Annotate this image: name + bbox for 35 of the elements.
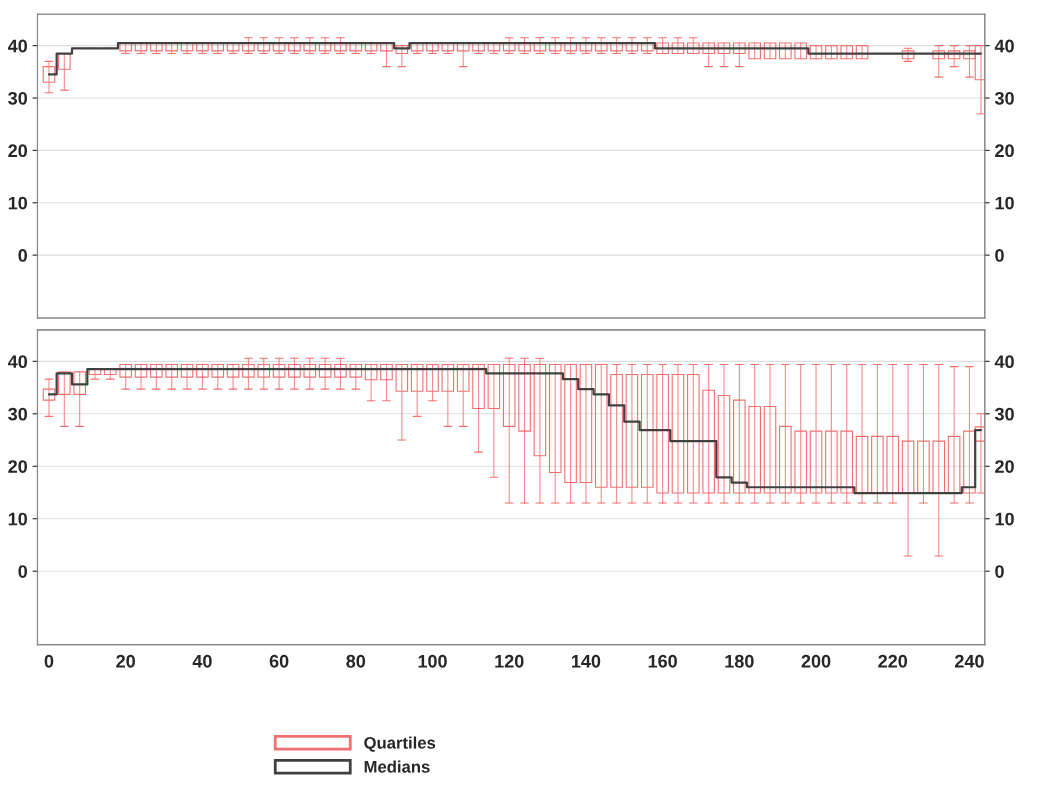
legend-label: Medians [364, 760, 430, 773]
y2-tick-label: 30 [994, 407, 1014, 421]
x-tick-label: 40 [192, 654, 212, 668]
y-tick-label: 0 [18, 249, 28, 262]
y-tick-label: 0 [18, 565, 28, 578]
x-tick-label: 100 [418, 654, 447, 668]
x-tick-label: 200 [801, 654, 831, 668]
x-tick-label: 120 [495, 654, 524, 668]
y-tick-label: 40 [7, 355, 28, 369]
x-tick-label: 140 [571, 654, 601, 668]
y2-tick-label: 10 [995, 512, 1014, 526]
y2-tick-label: 0 [995, 249, 1004, 262]
y2-tick-label: 20 [995, 144, 1014, 158]
y-tick-label: 10 [8, 196, 28, 210]
y2-tick-label: 40 [994, 355, 1014, 369]
y-tick-label: 20 [8, 460, 28, 473]
x-tick-label: 60 [269, 654, 289, 668]
y2-tick-label: 40 [994, 39, 1014, 53]
y2-tick-label: 20 [995, 460, 1014, 473]
x-tick-label: 180 [725, 654, 754, 668]
legend-label: Quartiles [364, 736, 436, 752]
x-tick-label: 80 [346, 654, 366, 668]
y-tick-label: 30 [8, 91, 28, 105]
y2-tick-label: 10 [995, 196, 1014, 210]
x-tick-label: 240 [955, 654, 984, 668]
x-tick-label: 0 [44, 654, 54, 668]
y-tick-label: 10 [8, 512, 28, 526]
x-tick-label: 220 [878, 654, 908, 668]
y2-tick-label: 0 [995, 565, 1004, 578]
y-tick-label: 20 [8, 144, 28, 158]
y2-tick-label: 30 [994, 91, 1014, 105]
x-tick-label: 20 [116, 654, 135, 668]
y-tick-label: 30 [8, 407, 28, 421]
x-tick-label: 160 [648, 654, 677, 668]
y-tick-label: 40 [7, 39, 28, 53]
